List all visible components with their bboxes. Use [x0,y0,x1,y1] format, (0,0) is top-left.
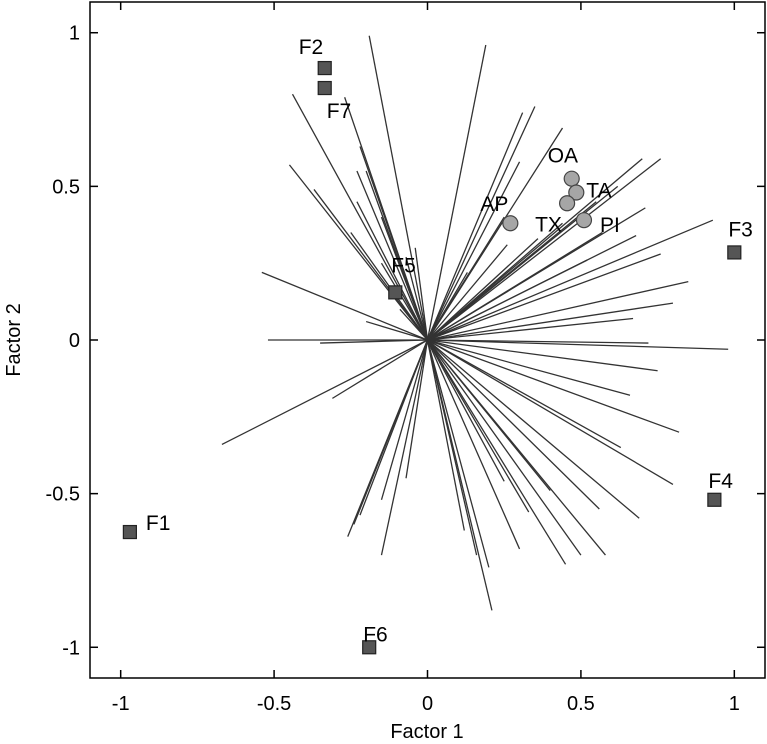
loading-vector [427,222,563,341]
loading-vector [426,339,530,513]
loading-vector [427,238,539,341]
point-label-f2: F2 [299,36,324,59]
loading-vectors [221,35,729,611]
y-tick-label: 0.5 [52,176,80,198]
x-axis-label: Factor 1 [390,721,463,743]
loading-vector [291,93,429,341]
loading-vector [426,339,478,556]
loading-vector [368,35,429,341]
loading-vector [359,339,429,516]
loading-vector [427,280,689,341]
loading-vector [426,339,606,556]
loading-vector [426,106,536,341]
marker-f6 [362,640,377,655]
loading-vector [427,339,658,372]
marker-oa [563,170,580,187]
loading-vector [426,112,524,341]
loading-vector [427,158,662,341]
loading-vector [356,170,429,341]
marker-tx [559,195,576,212]
point-label-f7: F7 [327,100,352,123]
loading-vector [427,201,597,341]
y-tick-label: -0.5 [46,484,80,506]
point-label-f6: F6 [363,623,388,646]
y-tick-label: 1 [69,23,80,45]
marker-ta [568,184,585,201]
loading-vector [427,339,600,510]
loading-vector [426,339,567,565]
loading-vector [356,201,429,341]
loading-vector [427,219,714,341]
loading-vector [426,339,582,556]
loading-vector [427,231,603,341]
loading-vector [427,339,640,519]
loading-vector [426,161,521,341]
loading-vector [221,339,428,446]
loading-vector [426,339,521,550]
loading-vector [380,339,429,500]
loading-vector [427,302,674,341]
loading-vector [405,256,429,341]
marker-f3 [727,245,742,260]
axis-ticks: -1 -0.5 0 0.5 1 1 0.5 0 -0.5 -1 [46,2,765,715]
loading-vector [427,339,729,350]
loading-vector [426,339,490,568]
loading-vector [405,339,429,479]
y-tick-label: -1 [62,637,80,659]
marker-pi [575,212,593,229]
point-label-ap: AP [480,193,508,216]
x-tick-label: -0.5 [257,693,291,715]
loading-vector [380,339,429,556]
loading-vector [427,259,588,341]
loading-vector [427,317,634,341]
data-markers: F1 F2 F3 F4 F5 F6 F7 OA TA AP TX PI [122,36,753,655]
x-tick-label: 0.5 [567,693,595,715]
x-tick-label: 0 [422,693,433,715]
loading-vector [427,339,622,449]
x-tick-label: -1 [112,693,130,715]
point-label-pi: PI [600,214,620,237]
loading-vector [261,271,428,341]
marker-f1 [122,524,137,540]
loading-vector [427,339,674,485]
point-label-f3: F3 [728,218,753,241]
loading-vector [427,244,508,341]
point-label-oa: OA [548,145,578,168]
loading-vector [427,339,631,396]
loading-vector [426,272,468,341]
y-tick-label: 0 [69,330,80,352]
loading-vector [414,247,429,341]
point-label-f5: F5 [391,254,416,277]
point-label-f4: F4 [708,470,733,493]
marker-f7 [317,80,332,96]
marker-ap [502,215,519,232]
point-label-ta: TA [586,180,611,203]
loading-vector [313,189,429,341]
marker-f2 [317,60,332,76]
loading-vector [426,44,487,341]
loading-vector [426,339,465,531]
loading-vector [427,253,661,341]
point-label-f1: F1 [146,512,171,535]
x-tick-label: 1 [729,693,740,715]
marker-f4 [707,492,722,507]
loading-vector [426,339,505,482]
y-axis-label: Factor 2 [3,303,25,376]
point-label-tx: TX [535,213,562,236]
loading-vector [405,281,429,341]
marker-f5 [388,285,403,300]
loading-vector [380,262,429,341]
loading-vector [332,339,428,399]
loading-vector [365,320,428,341]
loading-vector [288,164,429,341]
loading-vector [427,339,680,433]
loading-vector [399,308,428,341]
